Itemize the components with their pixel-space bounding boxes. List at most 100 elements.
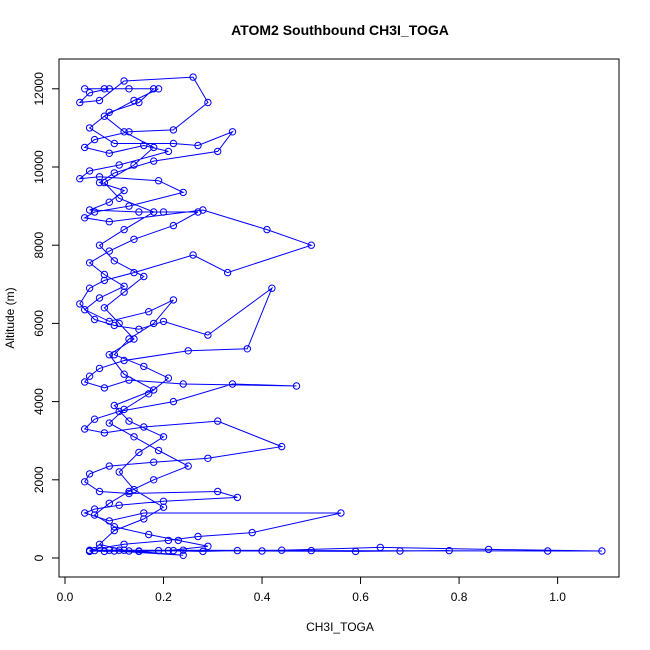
- data-point: [110, 547, 119, 555]
- data-point: [150, 476, 158, 484]
- data-point: [150, 386, 158, 394]
- data-point: [100, 304, 109, 312]
- y-tick-label: 0: [32, 554, 46, 561]
- x-tick-label: 1.0: [549, 590, 566, 604]
- data-point: [105, 149, 114, 158]
- data-point: [135, 448, 143, 457]
- data-point: [125, 487, 133, 496]
- data-point: [130, 485, 138, 494]
- data-point: [278, 442, 286, 451]
- data-point: [484, 545, 493, 554]
- y-tick-label: 6000: [32, 310, 46, 337]
- data-point: [351, 547, 360, 556]
- data-point: [179, 188, 187, 197]
- data-point: [110, 526, 119, 535]
- data-point: [125, 202, 133, 210]
- data-point: [85, 124, 94, 132]
- series-line: [83, 88, 234, 552]
- data-point: [194, 208, 202, 216]
- data-point: [125, 335, 133, 343]
- data-point: [81, 214, 89, 222]
- data-point: [81, 378, 89, 386]
- data-point: [307, 241, 315, 249]
- y-tick-label: 10000: [32, 150, 46, 184]
- data-point: [110, 523, 119, 531]
- data-point: [159, 433, 168, 441]
- data-point: [179, 380, 187, 388]
- data-point: [85, 284, 94, 292]
- data-point: [105, 247, 114, 255]
- data-point: [120, 370, 128, 378]
- data-point: [130, 433, 138, 441]
- data-point: [110, 321, 119, 330]
- data-point: [90, 415, 99, 423]
- data-point: [164, 546, 173, 555]
- data-point: [95, 487, 104, 496]
- data-point: [85, 372, 94, 380]
- data-point: [598, 547, 606, 555]
- data-point: [268, 284, 276, 292]
- data-point: [120, 225, 128, 234]
- data-point: [125, 128, 133, 136]
- data-point: [130, 268, 138, 277]
- data-point: [95, 540, 104, 548]
- data-point: [125, 417, 133, 425]
- data-point: [95, 294, 104, 302]
- data-point: [85, 89, 94, 97]
- x-tick-label: 0.2: [155, 590, 172, 604]
- x-tick-label: 0.6: [352, 590, 369, 604]
- data-point: [105, 462, 114, 470]
- y-axis-label: Altitude (m): [3, 287, 17, 348]
- y-tick-label: 2000: [32, 466, 46, 493]
- data-point: [140, 141, 148, 150]
- data-point: [159, 503, 168, 511]
- data-point: [140, 515, 148, 523]
- data-point: [169, 139, 178, 148]
- series-line: [78, 76, 602, 556]
- data-point: [130, 161, 138, 169]
- data-point: [376, 543, 384, 552]
- y-tick-label: 12000: [32, 72, 46, 106]
- data-point: [445, 546, 453, 555]
- y-axis: 0 2000 4000 6000 8000 10000 12000: [32, 72, 60, 561]
- data-point: [85, 167, 94, 175]
- data-point: [85, 547, 94, 556]
- data-point: [76, 300, 84, 308]
- data-point: [169, 397, 178, 406]
- data-point: [199, 206, 207, 214]
- data-point: [204, 98, 212, 107]
- data-point: [120, 128, 128, 136]
- data-point: [228, 380, 237, 388]
- data-point: [105, 218, 114, 226]
- data-point: [115, 468, 123, 476]
- data-point: [105, 499, 114, 507]
- data-point: [194, 532, 202, 541]
- data-point: [159, 208, 168, 216]
- data-point: [115, 194, 123, 203]
- data-point: [95, 178, 104, 187]
- y-tick-label: 8000: [32, 232, 46, 259]
- data-point: [164, 536, 173, 545]
- x-tick-label: 0.0: [57, 590, 74, 604]
- data-point: [110, 139, 119, 148]
- data-point: [76, 98, 84, 107]
- data-point: [85, 259, 94, 267]
- data-point: [120, 356, 128, 365]
- data-point: [169, 296, 178, 304]
- data-point: [292, 382, 301, 390]
- data-point: [105, 351, 114, 359]
- data-point: [100, 547, 109, 556]
- data-point: [90, 208, 99, 216]
- data-point: [150, 458, 158, 466]
- data-point: [76, 175, 84, 183]
- data-point: [544, 547, 552, 555]
- data-point: [100, 85, 109, 93]
- data-point: [154, 177, 163, 185]
- data-point: [110, 401, 119, 410]
- data-point: [263, 225, 271, 234]
- data-point: [105, 108, 114, 117]
- data-point: [110, 257, 119, 265]
- data-point: [81, 478, 89, 486]
- data-point: [81, 425, 89, 433]
